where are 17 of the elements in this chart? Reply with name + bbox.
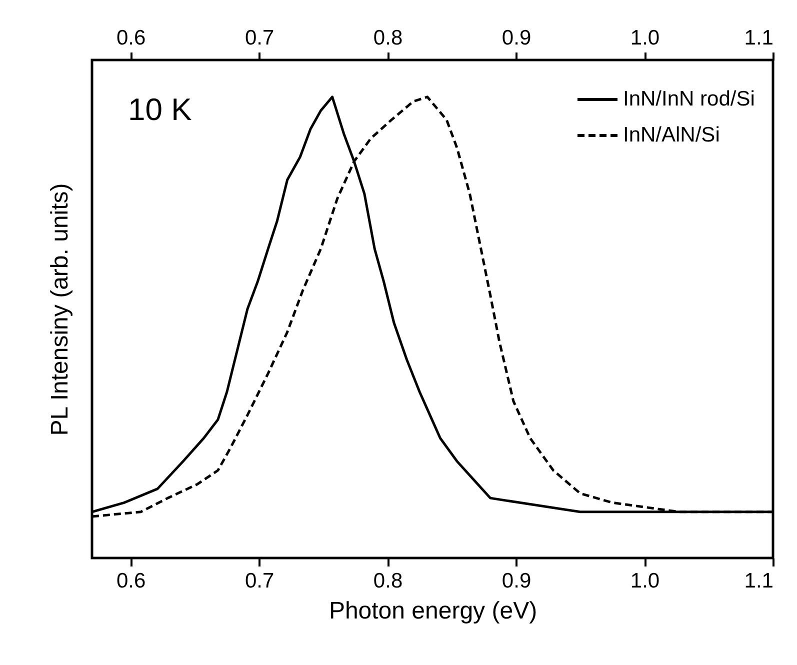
x2-tick-label: 1.0	[630, 26, 660, 50]
x-tick-label: 1.1	[744, 570, 774, 592]
annotation: 10 K	[128, 92, 192, 127]
x-tick-label: 0.7	[244, 570, 274, 592]
x2-tick-label: 0.7	[244, 26, 274, 50]
x2-tick-label: 0.8	[373, 26, 403, 50]
x2-tick-label: 0.9	[502, 26, 532, 50]
legend-label: InN/InN rod/Si	[623, 88, 755, 110]
x-tick-label: 0.8	[373, 570, 403, 592]
x-tick-label: 1.0	[630, 570, 660, 592]
y-axis-title: PL Intensiny (arb. units)	[46, 183, 74, 436]
x-axis-title: Photon energy (eV)	[328, 598, 538, 624]
x2-tick-label: 1.1	[744, 26, 774, 50]
x2-tick-label: 0.6	[116, 26, 146, 50]
x-tick-label: 0.9	[502, 570, 532, 592]
legend-label: InN/AlN/Si	[623, 124, 720, 146]
x-tick-label: 0.6	[116, 570, 146, 592]
